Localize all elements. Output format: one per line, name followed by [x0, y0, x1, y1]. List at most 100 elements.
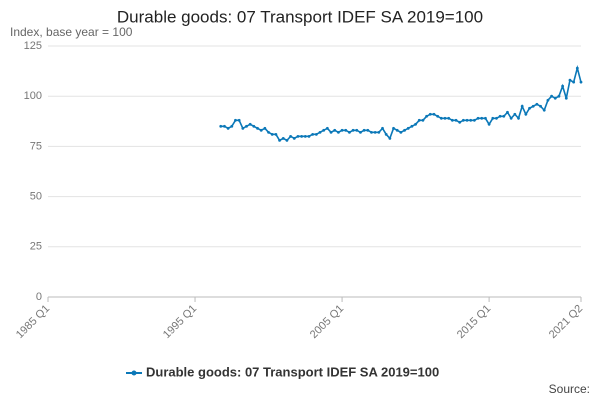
point [392, 126, 395, 130]
point [447, 116, 451, 120]
point [425, 114, 429, 118]
point [557, 94, 561, 98]
y-tick-label: 125 [24, 40, 42, 52]
point [384, 132, 388, 136]
point [329, 130, 333, 134]
point [292, 136, 296, 140]
point [318, 130, 322, 134]
point [226, 126, 230, 130]
point [340, 128, 344, 132]
point [550, 94, 553, 98]
point [289, 134, 293, 138]
point [520, 104, 524, 108]
point [542, 108, 546, 112]
point [370, 130, 373, 134]
point [223, 124, 226, 128]
y-tick-label: 50 [30, 191, 42, 203]
point [535, 102, 539, 106]
point [498, 114, 502, 118]
legend-marker [131, 370, 137, 376]
point [348, 130, 351, 134]
point [219, 124, 223, 128]
x-tick-label: 1995 Q1 [161, 303, 199, 341]
point [256, 126, 259, 130]
point [480, 116, 484, 120]
point [307, 134, 311, 138]
point [509, 116, 513, 120]
point [417, 118, 421, 122]
point [476, 116, 480, 120]
point [296, 134, 300, 138]
point [373, 130, 377, 134]
point [553, 96, 557, 100]
y-tick-label: 0 [36, 291, 42, 303]
point [502, 114, 506, 118]
point [484, 116, 487, 120]
point [531, 104, 535, 108]
point [300, 134, 304, 138]
point [274, 132, 278, 136]
point [399, 130, 403, 134]
point [351, 128, 355, 132]
point [469, 118, 473, 122]
point [436, 114, 440, 118]
point [362, 128, 366, 132]
point [381, 126, 384, 130]
point [450, 118, 454, 122]
point [270, 132, 274, 136]
point [528, 106, 531, 110]
point [539, 104, 542, 108]
point [333, 128, 337, 132]
point [388, 136, 392, 140]
legend-label: Durable goods: 07 Transport IDEF SA 2019… [146, 364, 439, 379]
point [344, 128, 348, 132]
point [322, 128, 326, 132]
point [439, 116, 443, 120]
point [311, 132, 315, 136]
y-tick-label: 25 [30, 241, 42, 253]
x-tick-label: 2021 Q2 [547, 303, 585, 341]
point [561, 84, 565, 88]
point [414, 122, 417, 126]
point [410, 124, 414, 128]
source: Source: [549, 382, 590, 396]
point [546, 98, 550, 102]
point [366, 128, 370, 132]
point [495, 116, 498, 120]
y-axis-label: Index, base year = 100 [10, 25, 133, 39]
point [355, 128, 359, 132]
point [285, 138, 289, 142]
point [314, 132, 318, 136]
x-tick-label: 1985 Q1 [14, 303, 52, 341]
point [303, 134, 307, 138]
point [432, 112, 436, 116]
point [491, 116, 495, 120]
point [568, 78, 572, 82]
point [234, 118, 237, 122]
point [513, 112, 517, 116]
point [564, 96, 568, 100]
point [377, 130, 381, 134]
point [395, 128, 399, 132]
point [428, 112, 432, 116]
point [241, 126, 245, 130]
point [267, 130, 270, 134]
point [454, 118, 458, 122]
point [278, 138, 281, 142]
point [506, 110, 509, 114]
point [575, 66, 579, 70]
point [473, 118, 476, 122]
x-tick-label: 2015 Q1 [455, 303, 493, 341]
point [487, 122, 491, 126]
point [259, 128, 263, 132]
point [406, 126, 410, 130]
point [248, 122, 252, 126]
point [252, 124, 256, 128]
x-tick-label: 2005 Q1 [308, 303, 346, 341]
point [245, 124, 248, 128]
point [237, 118, 241, 122]
point [443, 116, 447, 120]
point [458, 120, 462, 124]
